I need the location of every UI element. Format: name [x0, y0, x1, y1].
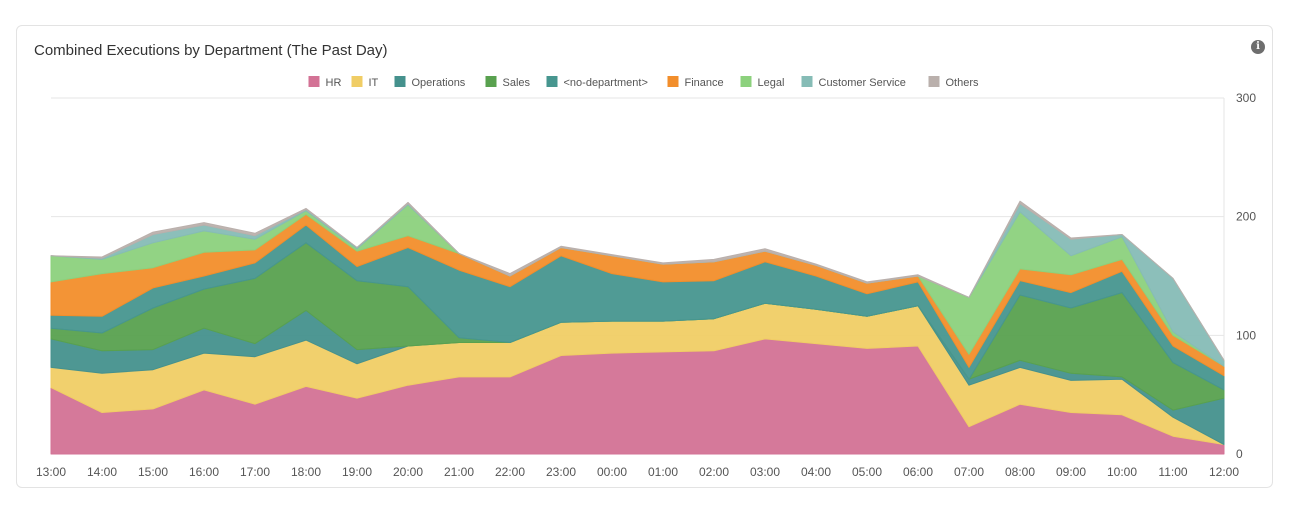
x-tick-label: 08:00	[1005, 465, 1035, 479]
x-tick-label: 16:00	[189, 465, 219, 479]
legend-label-2: Operations	[412, 77, 466, 89]
x-tick-label: 14:00	[87, 465, 117, 479]
legend-label-7: Customer Service	[819, 77, 906, 89]
x-tick-label: 05:00	[852, 465, 882, 479]
legend-label-3: Sales	[503, 77, 531, 89]
y-tick-label: 100	[1236, 328, 1256, 342]
legend-swatch-1	[351, 76, 363, 87]
x-tick-label: 03:00	[750, 465, 780, 479]
legend-swatch-5	[667, 76, 679, 87]
legend-swatch-6	[740, 76, 752, 87]
y-tick-label: 300	[1236, 91, 1256, 105]
x-tick-label: 11:00	[1158, 465, 1187, 479]
legend-label-6: Legal	[758, 77, 785, 89]
x-tick-label: 04:00	[801, 465, 831, 479]
x-tick-label: 00:00	[597, 465, 627, 479]
legend-label-5: Finance	[685, 77, 724, 89]
x-tick-label: 19:00	[342, 465, 372, 479]
legend-swatch-7	[801, 76, 813, 87]
x-tick-label: 23:00	[546, 465, 576, 479]
legend-label-8: Others	[946, 77, 980, 89]
x-tick-label: 20:00	[393, 465, 423, 479]
legend-swatch-0	[308, 76, 320, 87]
x-tick-label: 09:00	[1056, 465, 1086, 479]
legend-label-0: HR	[326, 77, 342, 89]
y-tick-label: 200	[1236, 210, 1256, 224]
area-series-8	[50, 200, 1225, 361]
legend-swatch-2	[394, 76, 406, 87]
x-tick-label: 18:00	[291, 465, 321, 479]
x-tick-label: 13:00	[36, 465, 66, 479]
legend-label-4: <no-department>	[564, 77, 648, 89]
legend-swatch-4	[546, 76, 558, 87]
x-tick-label: 07:00	[954, 465, 984, 479]
x-tick-label: 22:00	[495, 465, 525, 479]
x-tick-label: 01:00	[648, 465, 678, 479]
legend-swatch-3	[485, 76, 497, 87]
chart-title: Combined Executions by Department (The P…	[34, 42, 388, 59]
x-tick-label: 12:00	[1209, 465, 1239, 479]
x-tick-label: 10:00	[1107, 465, 1137, 479]
legend-label-1: IT	[369, 77, 379, 89]
x-tick-label: 06:00	[903, 465, 933, 479]
x-tick-label: 15:00	[138, 465, 168, 479]
info-icon[interactable]: i	[1251, 40, 1265, 54]
y-tick-label: 0	[1236, 447, 1243, 461]
legend-swatch-8	[928, 76, 940, 87]
x-tick-label: 02:00	[699, 465, 729, 479]
x-tick-label: 17:00	[240, 465, 270, 479]
x-tick-label: 21:00	[444, 465, 474, 479]
